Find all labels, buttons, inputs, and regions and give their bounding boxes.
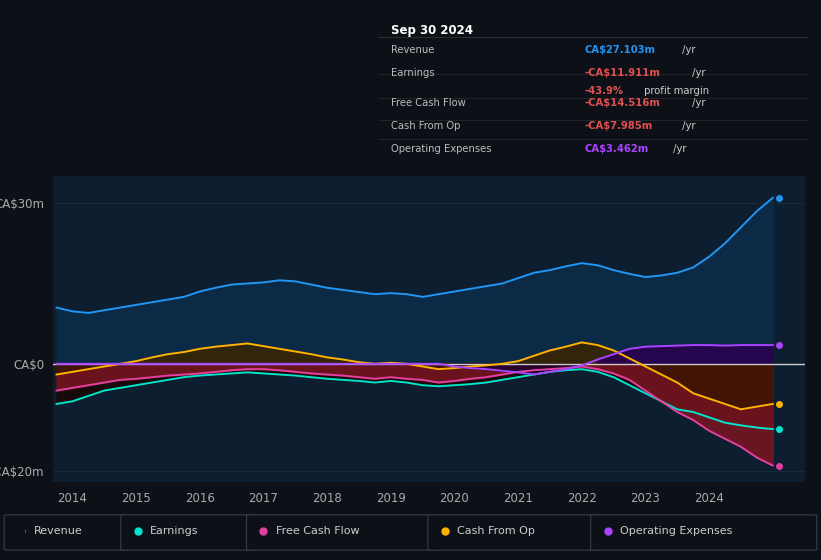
Text: /yr: /yr [689, 68, 705, 78]
Text: /yr: /yr [689, 98, 705, 108]
Text: profit margin: profit margin [641, 86, 709, 96]
Text: Operating Expenses: Operating Expenses [620, 526, 732, 536]
Text: CA$3.462m: CA$3.462m [585, 144, 649, 155]
Text: Free Cash Flow: Free Cash Flow [391, 98, 466, 108]
Text: Sep 30 2024: Sep 30 2024 [391, 24, 473, 37]
Text: -CA$14.516m: -CA$14.516m [585, 98, 660, 108]
FancyBboxPatch shape [121, 515, 255, 550]
Text: Free Cash Flow: Free Cash Flow [276, 526, 360, 536]
Text: Cash From Op: Cash From Op [457, 526, 535, 536]
FancyBboxPatch shape [590, 515, 817, 550]
FancyBboxPatch shape [4, 515, 128, 550]
Text: Revenue: Revenue [34, 526, 82, 536]
Text: Earnings: Earnings [150, 526, 199, 536]
Text: Operating Expenses: Operating Expenses [391, 144, 491, 155]
Text: /yr: /yr [680, 122, 696, 132]
Text: -CA$11.911m: -CA$11.911m [585, 68, 660, 78]
Text: -43.9%: -43.9% [585, 86, 624, 96]
Text: CA$27.103m: CA$27.103m [585, 45, 655, 55]
FancyBboxPatch shape [246, 515, 436, 550]
Text: Cash From Op: Cash From Op [391, 122, 460, 132]
Text: /yr: /yr [680, 45, 696, 55]
Text: Earnings: Earnings [391, 68, 434, 78]
Text: /yr: /yr [670, 144, 686, 155]
Text: -CA$7.985m: -CA$7.985m [585, 122, 653, 132]
FancyBboxPatch shape [428, 515, 599, 550]
Text: Revenue: Revenue [391, 45, 434, 55]
